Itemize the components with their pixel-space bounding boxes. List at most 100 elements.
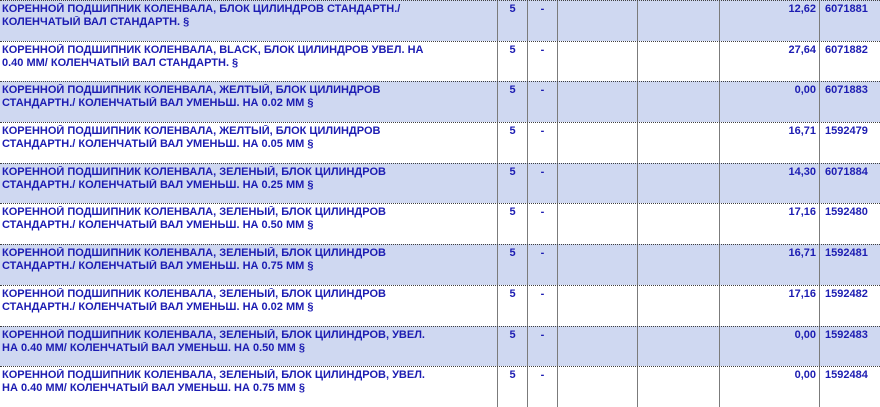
quantity-cell: 5 bbox=[498, 1, 528, 41]
table-row[interactable]: КОРЕННОЙ ПОДШИПНИК КОЛЕНВАЛА, ЗЕЛЕНЫЙ, Б… bbox=[0, 162, 880, 204]
price-cell: 17,16 bbox=[720, 285, 820, 326]
dash-cell: - bbox=[528, 326, 558, 367]
description-line-2: СТАНДАРТН./ КОЛЕНЧАТЫЙ ВАЛ УМЕНЬШ. НА 0.… bbox=[2, 219, 314, 232]
table-row[interactable]: КОРЕННОЙ ПОДШИПНИК КОЛЕНВАЛА, ЗЕЛЕНЫЙ, Б… bbox=[0, 366, 880, 407]
part-description: КОРЕННОЙ ПОДШИПНИК КОЛЕНВАЛА, BLACK, БЛО… bbox=[0, 41, 498, 82]
part-description: КОРЕННОЙ ПОДШИПНИК КОЛЕНВАЛА, ЗЕЛЕНЫЙ, Б… bbox=[0, 163, 498, 204]
part-number-cell[interactable]: 1592481 bbox=[825, 247, 868, 260]
empty-cell bbox=[638, 41, 720, 82]
quantity-cell: 5 bbox=[498, 123, 528, 163]
quantity-cell: 5 bbox=[498, 204, 528, 245]
description-line-2: НА 0.40 ММ/ КОЛЕНЧАТЫЙ ВАЛ УМЕНЬШ. НА 0.… bbox=[2, 382, 305, 395]
dash-cell: - bbox=[528, 123, 558, 163]
empty-cell bbox=[558, 326, 638, 367]
description-line-1: КОРЕННОЙ ПОДШИПНИК КОЛЕНВАЛА, ЗЕЛЕНЫЙ, Б… bbox=[2, 328, 425, 341]
empty-cell bbox=[638, 367, 720, 407]
part-number-cell[interactable]: 6071884 bbox=[825, 165, 868, 178]
part-number-cell[interactable]: 6071881 bbox=[825, 3, 868, 15]
empty-cell bbox=[558, 1, 638, 41]
dash-cell: - bbox=[528, 163, 558, 204]
price-cell: 27,64 bbox=[720, 41, 820, 82]
description-line-1: КОРЕННОЙ ПОДШИПНИК КОЛЕНВАЛА, ЗЕЛЕНЫЙ, Б… bbox=[2, 247, 386, 260]
price-cell: 0,00 bbox=[720, 367, 820, 407]
description-line-2: НА 0.40 ММ/ КОЛЕНЧАТЫЙ ВАЛ УМЕНЬШ. НА 0.… bbox=[2, 341, 305, 354]
description-line-2: КОЛЕНЧАТЫЙ ВАЛ СТАНДАРТН. § bbox=[2, 16, 190, 28]
dash-cell: - bbox=[528, 285, 558, 326]
description-line-2: 0.40 ММ/ КОЛЕНЧАТЫЙ ВАЛ СТАНДАРТН. § bbox=[2, 56, 239, 69]
part-description: КОРЕННОЙ ПОДШИПНИК КОЛЕНВАЛА, БЛОК ЦИЛИН… bbox=[0, 1, 498, 41]
empty-cell bbox=[638, 285, 720, 326]
part-number-cell[interactable]: 1592479 bbox=[825, 125, 868, 138]
empty-cell bbox=[558, 245, 638, 285]
price-cell: 0,00 bbox=[720, 82, 820, 123]
price-cell: 16,71 bbox=[720, 245, 820, 285]
table-row[interactable]: КОРЕННОЙ ПОДШИПНИК КОЛЕНВАЛА, ЖЕЛТЫЙ, БЛ… bbox=[0, 122, 880, 163]
part-description: КОРЕННОЙ ПОДШИПНИК КОЛЕНВАЛА, ЗЕЛЕНЫЙ, Б… bbox=[0, 204, 498, 245]
empty-cell bbox=[638, 163, 720, 204]
dash-cell: - bbox=[528, 41, 558, 82]
part-description: КОРЕННОЙ ПОДШИПНИК КОЛЕНВАЛА, ЖЕЛТЫЙ, БЛ… bbox=[0, 123, 498, 163]
part-description: КОРЕННОЙ ПОДШИПНИК КОЛЕНВАЛА, ЗЕЛЕНЫЙ, Б… bbox=[0, 285, 498, 326]
description-line-1: КОРЕННОЙ ПОДШИПНИК КОЛЕНВАЛА, БЛОК ЦИЛИН… bbox=[2, 3, 401, 15]
empty-cell bbox=[558, 41, 638, 82]
empty-cell bbox=[558, 82, 638, 123]
empty-cell bbox=[558, 367, 638, 407]
dash-cell: - bbox=[528, 1, 558, 41]
quantity-cell: 5 bbox=[498, 41, 528, 82]
description-line-1: КОРЕННОЙ ПОДШИПНИК КОЛЕНВАЛА, ЗЕЛЕНЫЙ, Б… bbox=[2, 369, 425, 382]
table-row[interactable]: КОРЕННОЙ ПОДШИПНИК КОЛЕНВАЛА, BLACK, БЛО… bbox=[0, 40, 880, 82]
quantity-cell: 5 bbox=[498, 285, 528, 326]
part-number-cell[interactable]: 1592483 bbox=[825, 328, 868, 341]
part-number-cell[interactable]: 6071883 bbox=[825, 84, 868, 97]
empty-cell bbox=[638, 1, 720, 41]
description-line-2: СТАНДАРТН./ КОЛЕНЧАТЫЙ ВАЛ УМЕНЬШ. НА 0.… bbox=[2, 260, 314, 273]
quantity-cell: 5 bbox=[498, 82, 528, 123]
empty-cell bbox=[558, 123, 638, 163]
price-cell: 14,30 bbox=[720, 163, 820, 204]
table-row[interactable]: КОРЕННОЙ ПОДШИПНИК КОЛЕНВАЛА, ЖЕЛТЫЙ, БЛ… bbox=[0, 81, 880, 123]
table-row[interactable]: КОРЕННОЙ ПОДШИПНИК КОЛЕНВАЛА, БЛОК ЦИЛИН… bbox=[0, 0, 880, 41]
empty-cell bbox=[638, 204, 720, 245]
empty-cell bbox=[638, 82, 720, 123]
dash-cell: - bbox=[528, 245, 558, 285]
empty-cell bbox=[558, 163, 638, 204]
part-number-cell[interactable]: 1592480 bbox=[825, 206, 868, 219]
description-line-1: КОРЕННОЙ ПОДШИПНИК КОЛЕНВАЛА, ЗЕЛЕНЫЙ, Б… bbox=[2, 287, 386, 300]
table-row[interactable]: КОРЕННОЙ ПОДШИПНИК КОЛЕНВАЛА, ЗЕЛЕНЫЙ, Б… bbox=[0, 244, 880, 285]
part-description: КОРЕННОЙ ПОДШИПНИК КОЛЕНВАЛА, ЗЕЛЕНЫЙ, Б… bbox=[0, 245, 498, 285]
empty-cell bbox=[558, 285, 638, 326]
part-number-cell[interactable]: 1592482 bbox=[825, 287, 868, 300]
price-cell: 0,00 bbox=[720, 326, 820, 367]
table-row[interactable]: КОРЕННОЙ ПОДШИПНИК КОЛЕНВАЛА, ЗЕЛЕНЫЙ, Б… bbox=[0, 325, 880, 367]
price-cell: 12,62 bbox=[720, 1, 820, 41]
description-line-1: КОРЕННОЙ ПОДШИПНИК КОЛЕНВАЛА, ЗЕЛЕНЫЙ, Б… bbox=[2, 206, 386, 219]
part-description: КОРЕННОЙ ПОДШИПНИК КОЛЕНВАЛА, ЗЕЛЕНЫЙ, Б… bbox=[0, 326, 498, 367]
description-line-2: СТАНДАРТН./ КОЛЕНЧАТЫЙ ВАЛ УМЕНЬШ. НА 0.… bbox=[2, 97, 314, 110]
empty-cell bbox=[638, 326, 720, 367]
empty-cell bbox=[638, 245, 720, 285]
description-line-1: КОРЕННОЙ ПОДШИПНИК КОЛЕНВАЛА, ЖЕЛТЫЙ, БЛ… bbox=[2, 84, 381, 97]
quantity-cell: 5 bbox=[498, 367, 528, 407]
description-line-1: КОРЕННОЙ ПОДШИПНИК КОЛЕНВАЛА, ЖЕЛТЫЙ, БЛ… bbox=[2, 125, 381, 138]
description-line-2: СТАНДАРТН./ КОЛЕНЧАТЫЙ ВАЛ УМЕНЬШ. НА 0.… bbox=[2, 178, 314, 191]
part-number-cell[interactable]: 6071882 bbox=[825, 43, 868, 56]
table-row[interactable]: КОРЕННОЙ ПОДШИПНИК КОЛЕНВАЛА, ЗЕЛЕНЫЙ, Б… bbox=[0, 284, 880, 326]
price-cell: 16,71 bbox=[720, 123, 820, 163]
description-line-2: СТАНДАРТН./ КОЛЕНЧАТЫЙ ВАЛ УМЕНЬШ. НА 0.… bbox=[2, 138, 314, 151]
empty-cell bbox=[558, 204, 638, 245]
description-line-1: КОРЕННОЙ ПОДШИПНИК КОЛЕНВАЛА, BLACK, БЛО… bbox=[2, 43, 424, 56]
dash-cell: - bbox=[528, 204, 558, 245]
part-number-cell[interactable]: 1592484 bbox=[825, 369, 868, 382]
quantity-cell: 5 bbox=[498, 245, 528, 285]
description-line-2: СТАНДАРТН./ КОЛЕНЧАТЫЙ ВАЛ УМЕНЬШ. НА 0.… bbox=[2, 300, 314, 313]
part-description: КОРЕННОЙ ПОДШИПНИК КОЛЕНВАЛА, ЖЕЛТЫЙ, БЛ… bbox=[0, 82, 498, 123]
quantity-cell: 5 bbox=[498, 326, 528, 367]
dash-cell: - bbox=[528, 367, 558, 407]
part-description: КОРЕННОЙ ПОДШИПНИК КОЛЕНВАЛА, ЗЕЛЕНЫЙ, Б… bbox=[0, 367, 498, 407]
description-line-1: КОРЕННОЙ ПОДШИПНИК КОЛЕНВАЛА, ЗЕЛЕНЫЙ, Б… bbox=[2, 165, 386, 178]
empty-cell bbox=[638, 123, 720, 163]
dash-cell: - bbox=[528, 82, 558, 123]
table-row[interactable]: КОРЕННОЙ ПОДШИПНИК КОЛЕНВАЛА, ЗЕЛЕНЫЙ, Б… bbox=[0, 203, 880, 245]
price-cell: 17,16 bbox=[720, 204, 820, 245]
